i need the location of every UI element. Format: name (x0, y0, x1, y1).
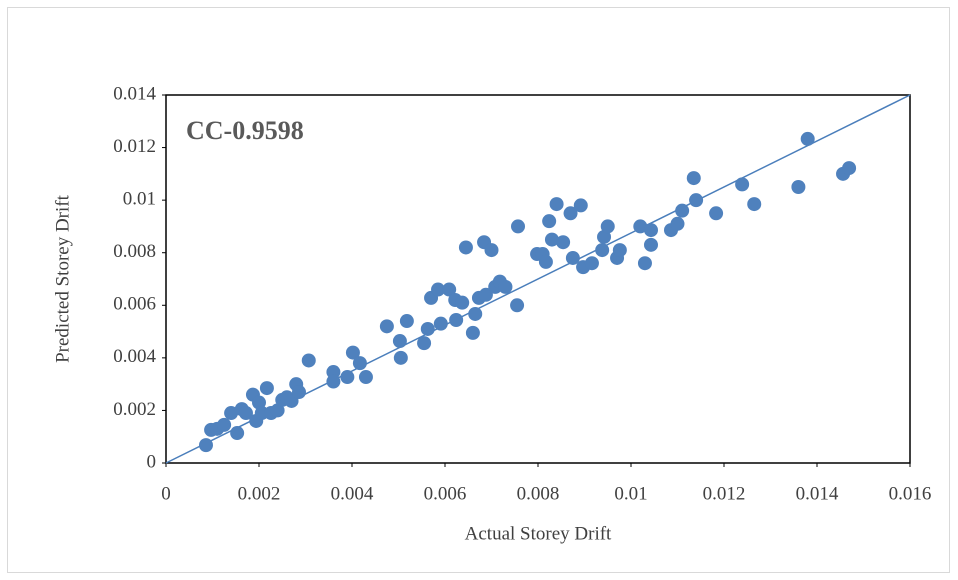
point (270, 403, 285, 418)
point (484, 243, 499, 258)
point (670, 216, 685, 231)
point (643, 223, 658, 238)
point (549, 197, 564, 212)
y-axis-label: Predicted Storey Drift (52, 194, 73, 363)
point (259, 381, 274, 396)
y-tick-label: 0.008 (113, 241, 156, 262)
point (542, 214, 557, 229)
point (449, 313, 464, 328)
point (224, 406, 239, 421)
y-tick-label: 0.01 (123, 189, 156, 210)
point (217, 417, 232, 432)
x-tick-label: 0.016 (889, 483, 932, 504)
point (431, 282, 446, 297)
point (392, 334, 407, 349)
point (597, 229, 612, 244)
point (735, 177, 750, 192)
point (198, 438, 213, 453)
point (637, 256, 652, 271)
point (633, 219, 648, 234)
point (458, 240, 473, 255)
x-tick-label: 0.008 (517, 483, 560, 504)
x-tick-label: 0.004 (331, 483, 374, 504)
y-tick-label: 0 (147, 451, 157, 472)
point (538, 254, 553, 269)
point (573, 198, 588, 213)
y-tick-label: 0.004 (113, 346, 156, 367)
point (709, 206, 724, 221)
point (791, 180, 806, 194)
point (584, 256, 599, 271)
point (291, 385, 306, 400)
point (352, 356, 367, 371)
point (686, 171, 701, 186)
x-tick-label: 0.002 (238, 483, 281, 504)
x-tick-label: 0.006 (424, 483, 467, 504)
point (442, 282, 457, 297)
point (511, 219, 526, 234)
point (252, 395, 266, 410)
point (340, 370, 355, 385)
point (326, 374, 341, 389)
point (510, 298, 525, 313)
point (399, 314, 414, 329)
y-tick-label: 0.006 (113, 294, 156, 315)
x-tick-label: 0.012 (703, 483, 746, 504)
point (498, 279, 513, 294)
chart-frame (7, 7, 950, 573)
point (556, 235, 571, 250)
point (301, 353, 316, 368)
y-tick-label: 0.014 (113, 83, 156, 104)
point (563, 206, 578, 221)
point (455, 295, 470, 310)
point (379, 319, 394, 334)
point (675, 203, 690, 218)
point (643, 237, 658, 252)
point (800, 131, 815, 146)
point (393, 350, 408, 365)
point (478, 287, 493, 302)
point (417, 336, 432, 351)
x-tick-label: 0.01 (614, 483, 647, 504)
point (565, 250, 580, 265)
point (433, 316, 448, 331)
point (600, 219, 615, 234)
annotation: CC-0.9598 (186, 116, 304, 145)
x-tick-label: 0.014 (796, 483, 839, 504)
point (595, 243, 610, 258)
point (842, 161, 857, 176)
point (689, 193, 704, 208)
point (468, 306, 483, 321)
x-axis-label: Actual Storey Drift (465, 523, 612, 544)
point (238, 406, 253, 421)
point (345, 345, 360, 360)
x-tick-label: 0 (161, 483, 171, 504)
point (612, 243, 627, 258)
point (465, 325, 480, 340)
y-tick-label: 0.002 (113, 399, 156, 420)
y-tick-label: 0.012 (113, 136, 156, 157)
point (747, 197, 762, 212)
point (230, 426, 245, 441)
point (544, 232, 559, 247)
point (358, 370, 373, 385)
point (420, 321, 435, 336)
